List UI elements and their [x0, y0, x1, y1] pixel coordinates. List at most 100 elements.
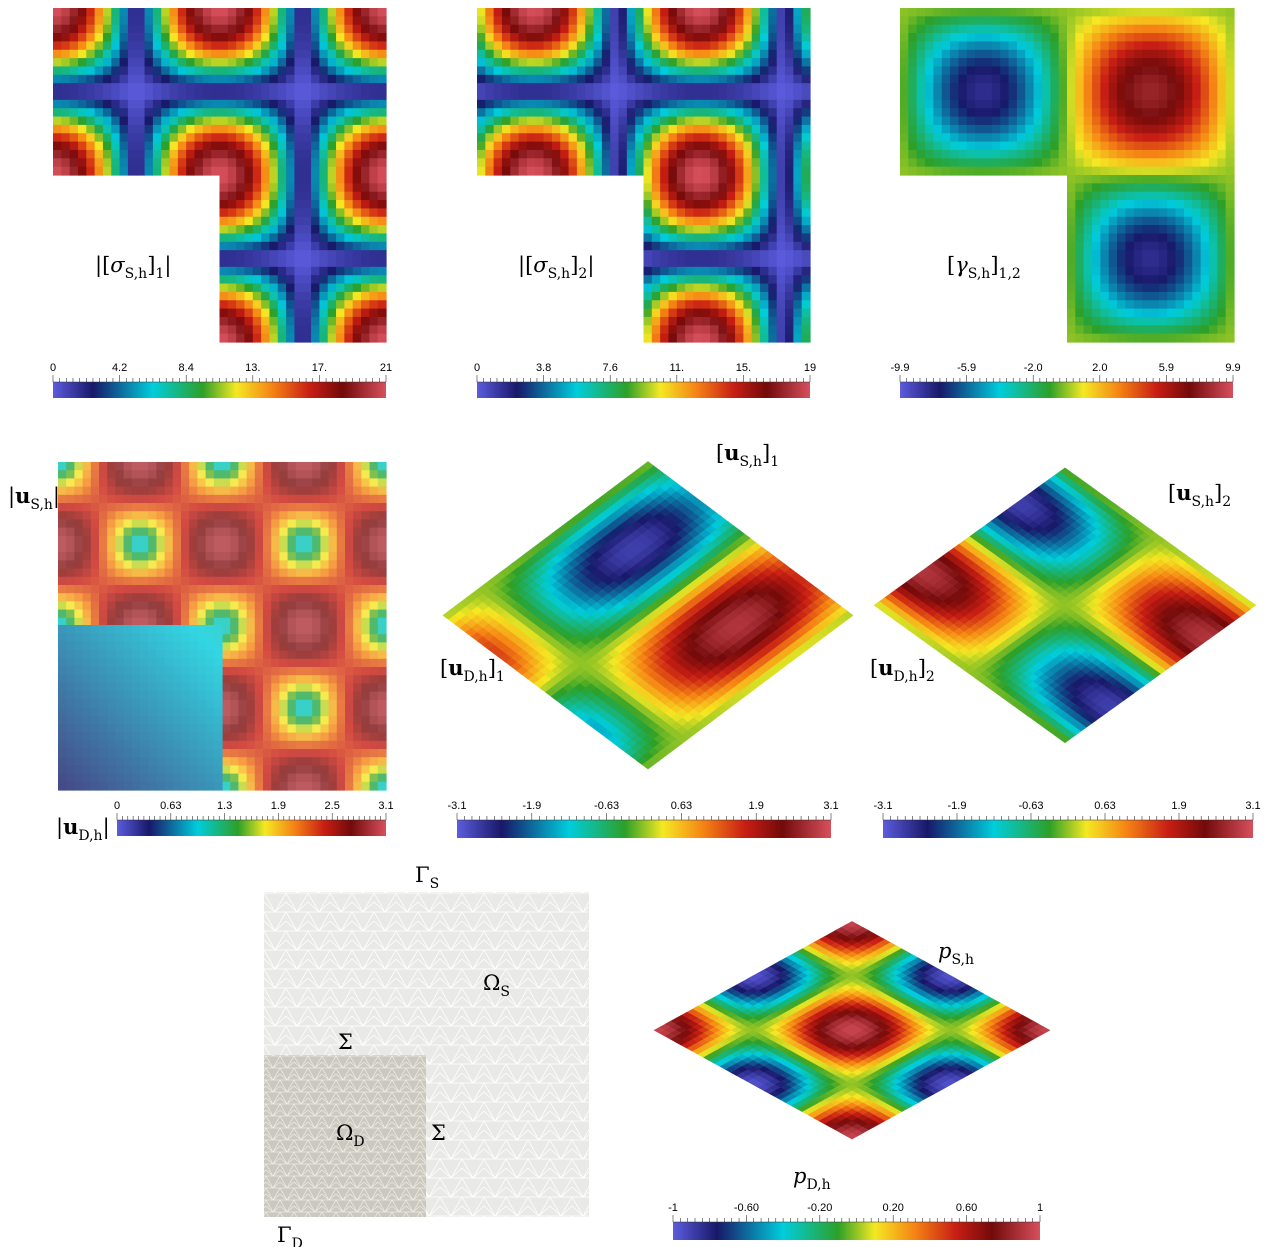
field-cell — [1092, 233, 1101, 243]
field-cell — [518, 124, 528, 134]
field-cell — [66, 617, 75, 627]
field-cell — [156, 494, 166, 504]
field-cell — [983, 8, 993, 17]
field-cell — [776, 141, 786, 151]
field-cell — [726, 208, 736, 218]
field-cell — [743, 49, 753, 59]
field-cell — [312, 740, 321, 750]
field-cell — [58, 470, 67, 479]
field-cell — [136, 149, 146, 159]
field-cell — [286, 250, 296, 260]
field-cell — [900, 16, 909, 26]
field-cell — [693, 166, 703, 176]
field-cell — [1016, 133, 1026, 143]
field-cell — [593, 41, 603, 51]
field-cell — [1008, 99, 1018, 109]
field-cell — [211, 158, 221, 168]
field-cell — [1050, 33, 1060, 42]
field-cell — [377, 49, 387, 59]
field-cell — [377, 486, 387, 496]
field-cell — [213, 462, 223, 471]
field-cell — [1175, 216, 1185, 226]
field-cell — [1225, 158, 1235, 168]
field-cell — [1108, 83, 1118, 93]
field-cell — [785, 158, 794, 168]
field-cell — [958, 49, 968, 59]
field-cell — [140, 576, 149, 586]
field-cell — [933, 166, 943, 176]
field-cell — [618, 58, 628, 68]
field-cell — [1117, 283, 1127, 293]
field-cell — [286, 58, 296, 68]
field-cell — [279, 470, 289, 479]
field-cell — [202, 66, 212, 76]
field-cell — [1092, 33, 1101, 42]
field-cell — [127, 49, 137, 59]
field-cell — [238, 749, 248, 758]
field-cell — [568, 149, 578, 159]
field-cell — [194, 49, 204, 59]
field-cell — [304, 749, 313, 758]
field-cell — [345, 634, 354, 643]
field-cell — [246, 658, 256, 668]
field-cell — [585, 158, 595, 168]
field-cell — [271, 699, 280, 709]
field-cell — [295, 511, 305, 520]
field-cell — [535, 8, 545, 17]
field-cell — [593, 49, 603, 59]
field-cell — [312, 699, 321, 709]
field-cell — [601, 83, 611, 93]
field-cell — [205, 511, 215, 520]
field-cell — [336, 141, 345, 151]
field-cell — [643, 275, 653, 285]
field-cell — [205, 568, 215, 578]
field-cell — [263, 601, 272, 611]
field-cell — [585, 83, 595, 93]
field-cell — [643, 283, 653, 293]
field-cell — [635, 41, 645, 51]
field-cell — [99, 601, 108, 611]
field-cell — [1142, 24, 1152, 34]
field-cell — [477, 108, 486, 118]
field-cell — [1000, 49, 1010, 59]
field-cell — [1000, 41, 1010, 51]
field-cell — [626, 24, 636, 34]
field-cell — [760, 316, 769, 326]
field-cell — [1083, 158, 1093, 168]
field-cell — [131, 470, 141, 479]
field-cell — [279, 593, 289, 602]
field-cell — [477, 33, 486, 42]
field-cell — [271, 781, 280, 791]
field-cell — [1100, 308, 1110, 318]
field-cell — [1108, 149, 1118, 159]
field-cell — [685, 325, 695, 335]
field-cell — [286, 300, 296, 310]
field-cell — [485, 91, 495, 101]
field-cell — [793, 241, 803, 251]
field-cell — [925, 66, 934, 76]
field-cell — [287, 593, 297, 602]
field-cell — [1133, 8, 1143, 17]
field-cell — [701, 191, 711, 201]
field-cell — [254, 699, 264, 709]
field-cell — [501, 24, 511, 34]
field-cell — [518, 24, 528, 34]
field-cell — [194, 149, 204, 159]
field-cell — [601, 91, 611, 101]
field-cell — [1175, 108, 1185, 118]
field-cell — [751, 74, 761, 84]
field-cell — [701, 175, 711, 184]
field-cell — [219, 216, 229, 226]
field-cell — [119, 74, 129, 84]
field-cell — [211, 41, 221, 51]
field-cell — [254, 478, 264, 488]
field-cell — [1217, 200, 1227, 209]
field-cell — [336, 683, 346, 693]
field-cell — [102, 116, 112, 126]
field-cell — [785, 66, 794, 76]
field-cell — [485, 133, 495, 143]
field-cell — [618, 149, 628, 159]
field-cell — [1083, 58, 1093, 68]
field-cell — [361, 601, 371, 611]
field-cell — [535, 149, 545, 159]
